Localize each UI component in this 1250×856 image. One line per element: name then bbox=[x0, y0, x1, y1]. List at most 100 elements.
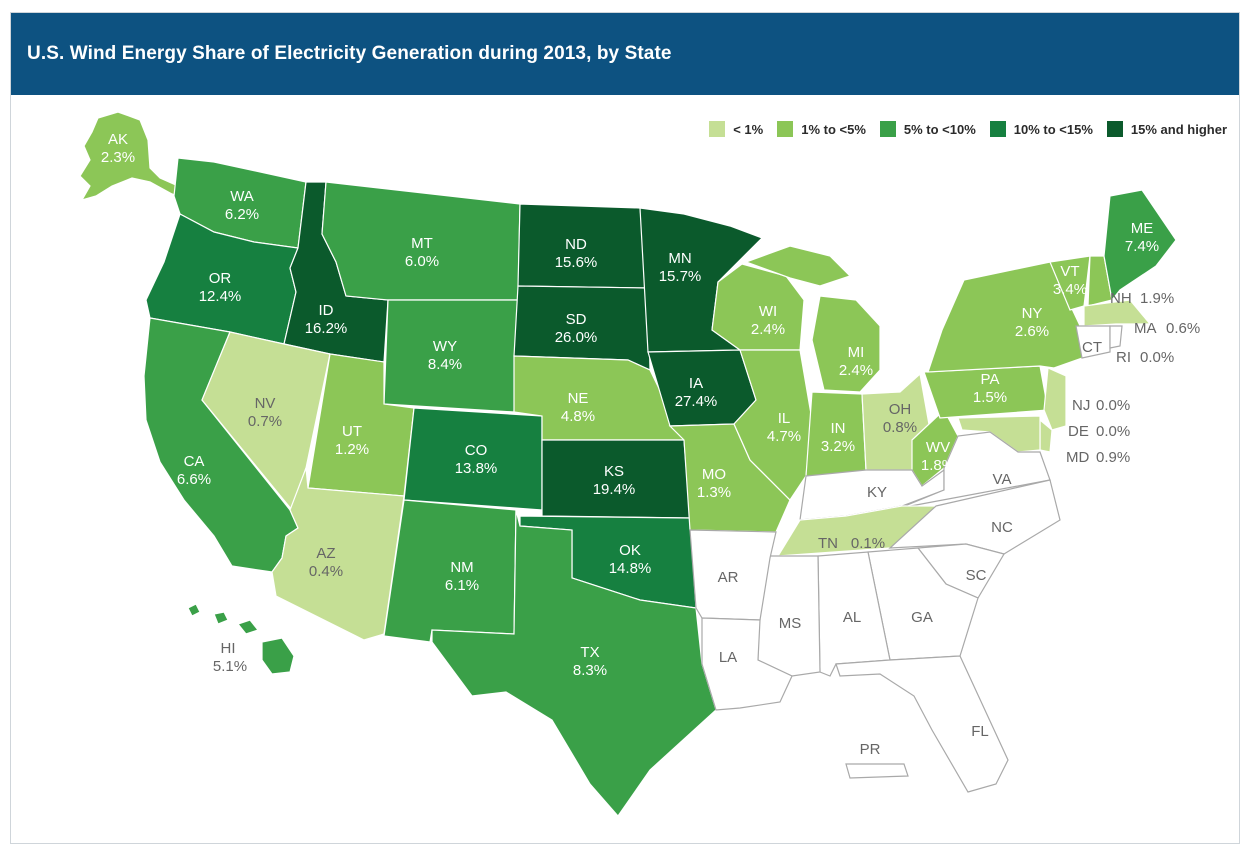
label-oh-value: 0.8% bbox=[883, 419, 917, 436]
label-tn-value: 0.1% bbox=[851, 535, 885, 552]
label-or-value: 12.4% bbox=[199, 288, 242, 305]
state-me[interactable] bbox=[1103, 189, 1177, 302]
label-ca: CA bbox=[184, 453, 205, 470]
state-ri[interactable] bbox=[1109, 325, 1123, 349]
label-nd-value: 15.6% bbox=[555, 254, 598, 271]
label-mi-value: 2.4% bbox=[839, 362, 873, 379]
legend-label: 1% to <5% bbox=[801, 121, 866, 137]
label-la: LA bbox=[719, 649, 737, 666]
label-az-value: 0.4% bbox=[309, 563, 343, 580]
label-sd-value: 26.0% bbox=[555, 329, 598, 346]
label-ia-value: 27.4% bbox=[675, 393, 718, 410]
state-wi[interactable] bbox=[711, 263, 805, 351]
legend-swatch bbox=[1106, 121, 1123, 137]
legend-item-lt1: < 1% bbox=[709, 121, 763, 137]
label-ct: CT bbox=[1082, 339, 1102, 356]
label-de: DE bbox=[1068, 423, 1089, 440]
legend-label: 5% to <10% bbox=[903, 121, 976, 137]
state-tx[interactable] bbox=[431, 509, 717, 817]
label-wa-value: 6.2% bbox=[225, 206, 259, 223]
label-oh: OH bbox=[889, 401, 912, 418]
label-pa-value: 1.5% bbox=[973, 389, 1007, 406]
label-ga: GA bbox=[911, 609, 933, 626]
state-mi[interactable] bbox=[811, 295, 881, 393]
label-nm-value: 6.1% bbox=[445, 577, 479, 594]
state-mi-up[interactable] bbox=[744, 245, 852, 287]
legend-swatch bbox=[989, 121, 1006, 137]
label-de-value: 0.0% bbox=[1096, 423, 1130, 440]
label-ne: NE bbox=[568, 390, 589, 407]
state-fl[interactable] bbox=[835, 655, 1009, 793]
label-md-value: 0.9% bbox=[1096, 449, 1130, 466]
state-il[interactable] bbox=[733, 349, 813, 501]
label-in-value: 3.2% bbox=[821, 438, 855, 455]
label-mi: MI bbox=[848, 344, 865, 361]
label-il-value: 4.7% bbox=[767, 428, 801, 445]
label-wv: WV bbox=[926, 439, 950, 456]
legend-label: < 1% bbox=[733, 121, 764, 137]
label-ia: IA bbox=[689, 375, 703, 392]
label-hi: HI bbox=[221, 640, 236, 657]
label-pr: PR bbox=[860, 741, 881, 758]
label-md: MD bbox=[1066, 449, 1089, 466]
label-ca-value: 6.6% bbox=[177, 471, 211, 488]
legend-item-5to10: 5% to <10% bbox=[879, 121, 976, 137]
label-ri-value: 0.0% bbox=[1140, 349, 1174, 366]
state-labels: AK 2.3% HI 5.1% WA 6.2% OR 12.4% CA 6.6%… bbox=[101, 131, 1200, 758]
state-ct[interactable] bbox=[1075, 325, 1111, 359]
label-ut: UT bbox=[342, 423, 362, 440]
label-mt: MT bbox=[411, 235, 433, 252]
label-ky: KY bbox=[867, 484, 887, 501]
label-nh-value: 1.9% bbox=[1140, 290, 1174, 307]
state-ma[interactable] bbox=[1083, 299, 1152, 327]
label-vt-value: 3.4% bbox=[1053, 281, 1087, 298]
label-ok: OK bbox=[619, 542, 641, 559]
state-ak[interactable] bbox=[79, 111, 188, 201]
label-wy: WY bbox=[433, 338, 457, 355]
label-mt-value: 6.0% bbox=[405, 253, 439, 270]
state-nj[interactable] bbox=[1043, 367, 1067, 431]
label-ks-value: 19.4% bbox=[593, 481, 636, 498]
label-vt: VT bbox=[1060, 263, 1079, 280]
state-hi[interactable] bbox=[187, 603, 295, 675]
label-id-value: 16.2% bbox=[305, 320, 348, 337]
label-in: IN bbox=[831, 420, 846, 437]
page-title: U.S. Wind Energy Share of Electricity Ge… bbox=[27, 43, 672, 64]
label-co-value: 13.8% bbox=[455, 460, 498, 477]
legend-item-10to15: 10% to <15% bbox=[989, 121, 1093, 137]
legend-item-15plus: 15% and higher bbox=[1106, 121, 1227, 137]
label-ok-value: 14.8% bbox=[609, 560, 652, 577]
label-nc: NC bbox=[991, 519, 1013, 536]
state-va[interactable] bbox=[899, 431, 1051, 509]
label-wv-value: 1.8% bbox=[921, 457, 955, 474]
label-ut-value: 1.2% bbox=[335, 441, 369, 458]
label-nv: NV bbox=[255, 395, 276, 412]
state-la[interactable] bbox=[701, 617, 793, 711]
label-hi-value: 5.1% bbox=[213, 658, 247, 675]
label-sd: SD bbox=[566, 311, 587, 328]
label-ne-value: 4.8% bbox=[561, 408, 595, 425]
state-co[interactable] bbox=[403, 407, 543, 511]
legend-label: 15% and higher bbox=[1130, 121, 1227, 137]
label-ny-value: 2.6% bbox=[1015, 323, 1049, 340]
label-ri: RI bbox=[1116, 349, 1131, 366]
label-ak: AK bbox=[108, 131, 128, 148]
label-wa: WA bbox=[230, 188, 254, 205]
label-co: CO bbox=[465, 442, 488, 459]
label-ak-value: 2.3% bbox=[101, 149, 135, 166]
label-ms: MS bbox=[779, 615, 802, 632]
label-fl: FL bbox=[971, 723, 989, 740]
label-me-value: 7.4% bbox=[1125, 238, 1159, 255]
label-or: OR bbox=[209, 270, 232, 287]
label-ma-value: 0.6% bbox=[1166, 320, 1200, 337]
label-ma: MA bbox=[1134, 320, 1157, 337]
label-al: AL bbox=[843, 609, 861, 626]
label-mo-value: 1.3% bbox=[697, 484, 731, 501]
label-tx-value: 8.3% bbox=[573, 662, 607, 679]
label-sc: SC bbox=[966, 567, 987, 584]
state-pr[interactable] bbox=[845, 763, 909, 779]
label-tx: TX bbox=[580, 644, 599, 661]
label-il: IL bbox=[778, 410, 791, 427]
legend-swatch bbox=[709, 121, 726, 137]
